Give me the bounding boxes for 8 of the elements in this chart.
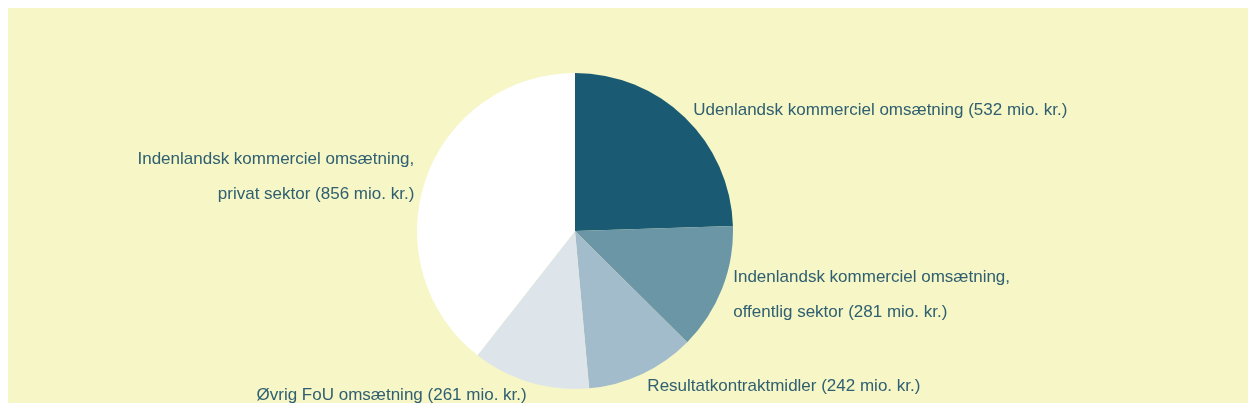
pie-slice [477,231,590,389]
slice-label: Resultatkontraktmidler (242 mio. kr.) [647,375,921,395]
slice-label: Indenlandsk kommerciel omsætning, offentlig sektor (281 mio. kr.) [733,266,1011,321]
slice-label: Udenlandsk kommerciel omsætning (532 mio. kr.) [693,99,1068,119]
pie-slice [575,225,733,343]
pie-slice [417,73,575,356]
slice-label: Indenlandsk kommerciel omsætning, privat sektor (856 mio. kr.) [137,148,415,203]
slice-label: Øvrig FoU omsætning (261 mio. kr.) [256,384,527,404]
